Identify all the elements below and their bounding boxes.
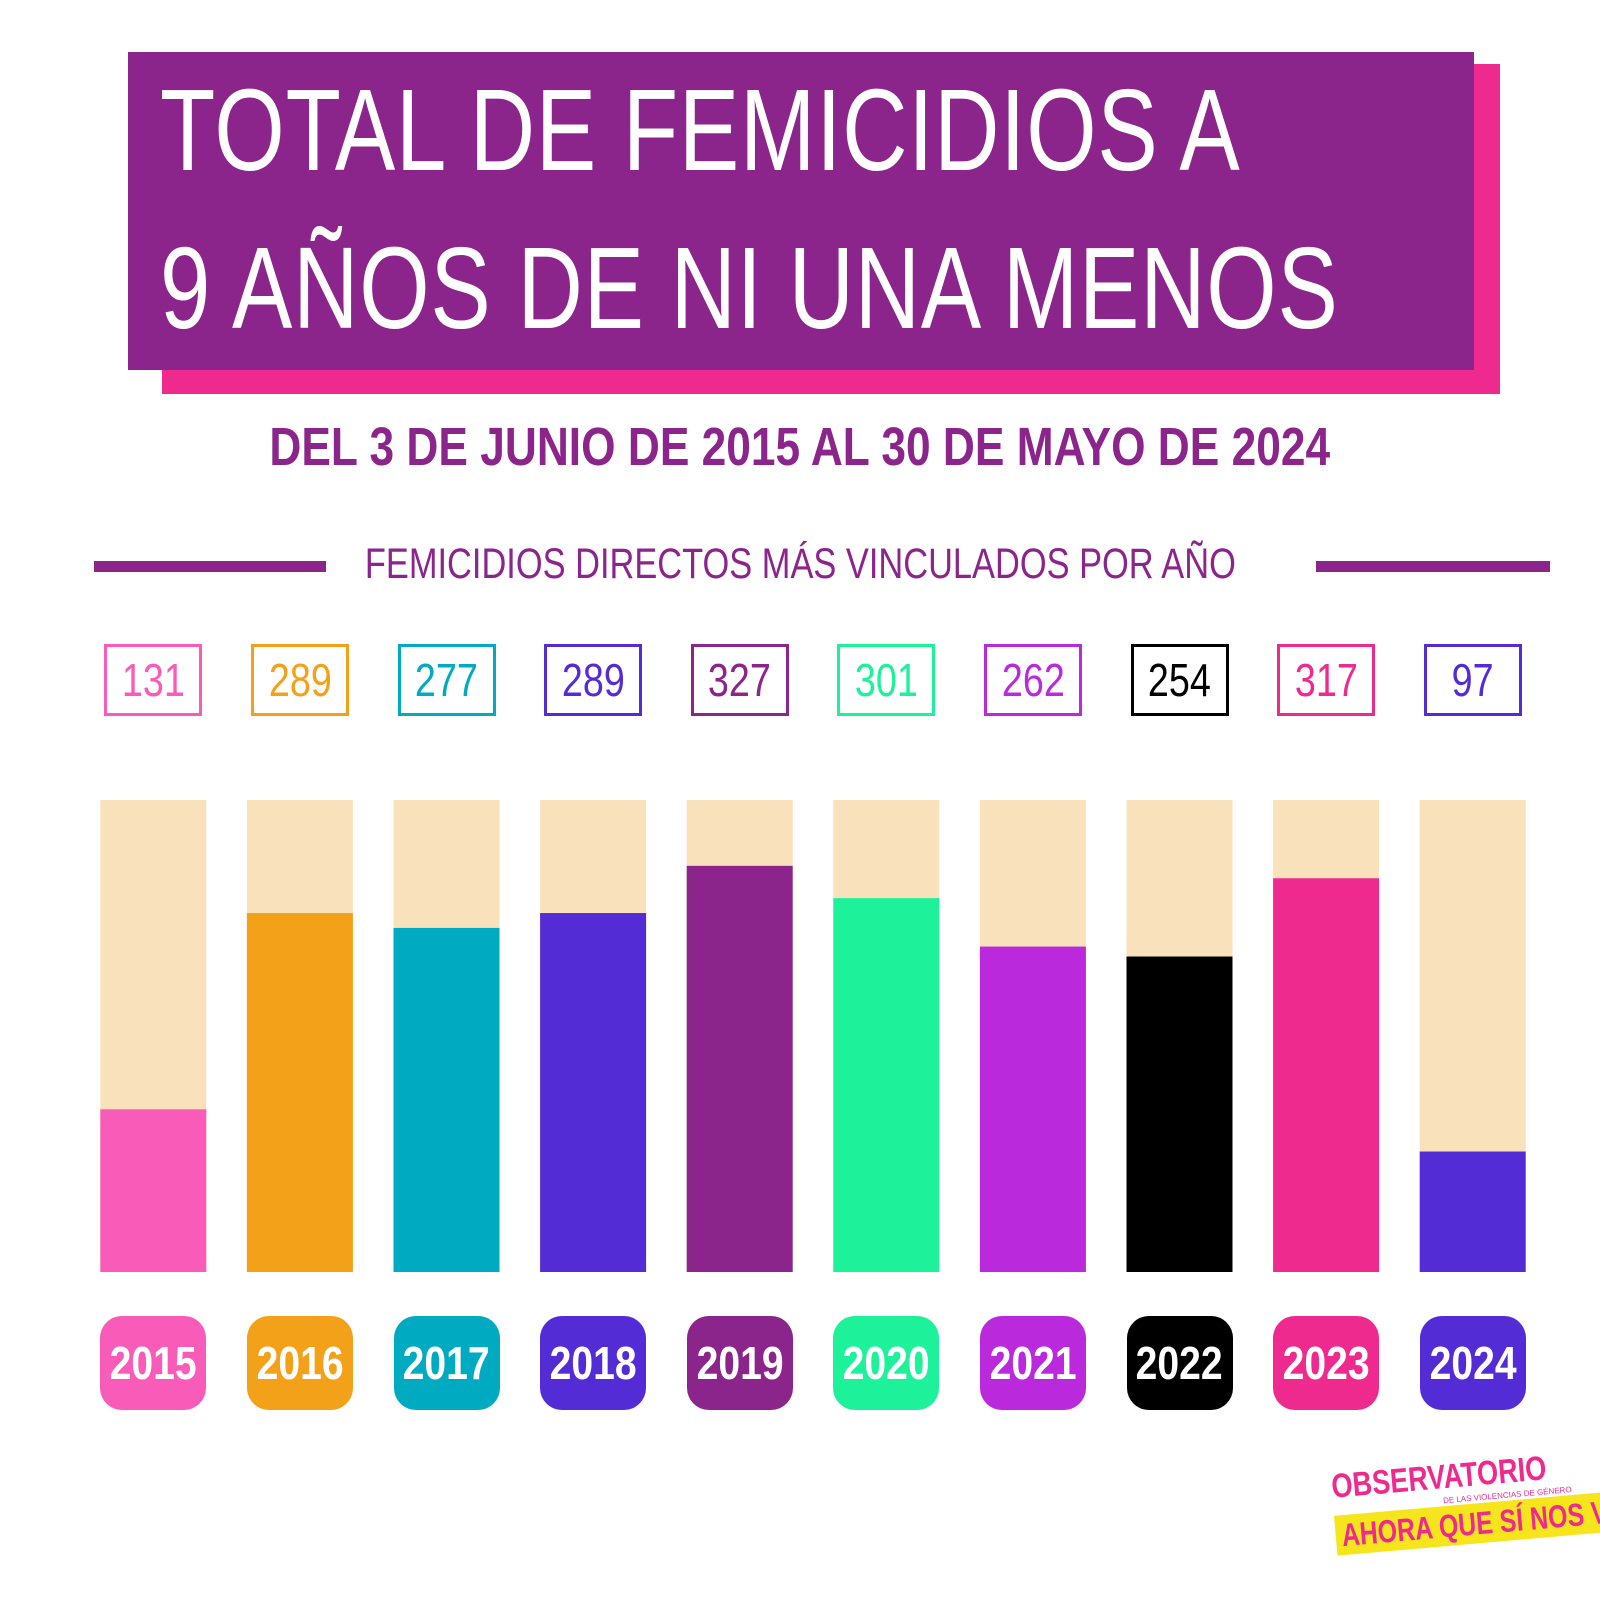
tick-label-2017: 2017 <box>393 1316 500 1410</box>
value-label-2021: 262 <box>983 644 1082 716</box>
bar-2022 <box>1126 956 1233 1272</box>
value-label-2022: 254 <box>1130 644 1229 716</box>
value-label-2023: 317 <box>1277 644 1376 716</box>
bar-2015 <box>100 1109 207 1272</box>
tick-label-2023: 2023 <box>1273 1316 1380 1410</box>
bar-2020 <box>833 898 940 1272</box>
chart-title-line-2: 9 AÑOS DE NI UNA MENOS <box>160 223 1339 353</box>
tick-label-2020: 2020 <box>833 1316 940 1410</box>
tick-label-2022: 2022 <box>1126 1316 1233 1410</box>
chart-subtitle: DEL 3 DE JUNIO DE 2015 AL 30 DE MAYO DE … <box>0 416 1600 478</box>
section-label: FEMICIDIOS DIRECTOS MÁS VINCULADOS POR A… <box>0 540 1600 589</box>
bar-2016 <box>246 913 353 1272</box>
tick-label-2018: 2018 <box>540 1316 647 1410</box>
bar-2018 <box>540 913 647 1272</box>
divider-left <box>94 561 326 572</box>
bar-2017 <box>393 927 500 1272</box>
section-label-text: FEMICIDIOS DIRECTOS MÁS VINCULADOS POR A… <box>364 540 1236 588</box>
tick-label-2015: 2015 <box>100 1316 207 1410</box>
value-label-2015: 131 <box>104 644 203 716</box>
value-label-2019: 327 <box>690 644 789 716</box>
tick-label-2024: 2024 <box>1419 1316 1526 1410</box>
chart-title-line-1: TOTAL DE FEMICIDIOS A <box>160 65 1241 195</box>
bar-2021 <box>979 946 1086 1272</box>
value-label-2017: 277 <box>397 644 496 716</box>
bar-2024 <box>1419 1151 1526 1272</box>
title-box <box>128 52 1474 370</box>
value-label-2018: 289 <box>544 644 643 716</box>
value-label-2024: 97 <box>1423 644 1522 716</box>
tick-label-2019: 2019 <box>686 1316 793 1410</box>
chart-subtitle-text: DEL 3 DE JUNIO DE 2015 AL 30 DE MAYO DE … <box>269 417 1331 477</box>
bar-2023 <box>1273 878 1380 1272</box>
value-label-2016: 289 <box>250 644 349 716</box>
value-label-2020: 301 <box>837 644 936 716</box>
tick-label-2021: 2021 <box>979 1316 1086 1410</box>
tick-label-2016: 2016 <box>246 1316 353 1410</box>
bar-2019 <box>686 865 793 1272</box>
divider-right <box>1316 561 1550 572</box>
